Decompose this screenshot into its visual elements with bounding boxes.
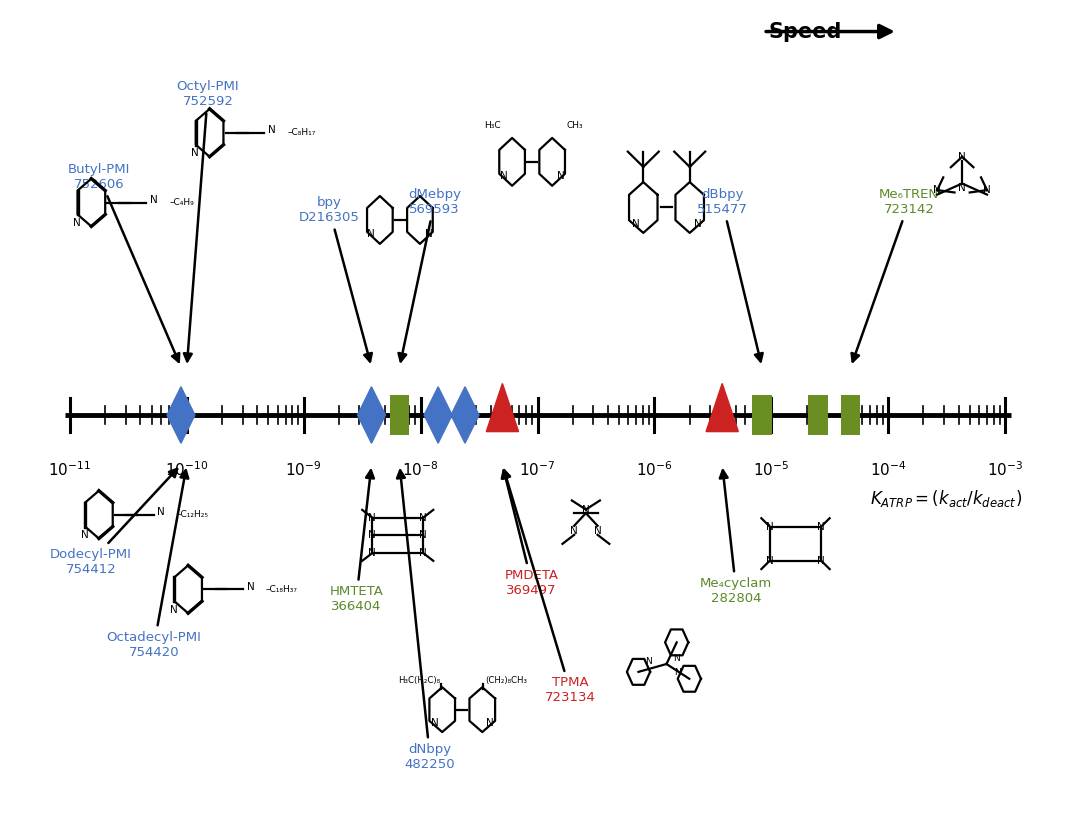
Text: Speed: Speed [769,22,842,42]
Bar [841,395,860,435]
Text: N: N [593,526,601,536]
Polygon shape [425,387,453,443]
Polygon shape [167,387,195,443]
Text: –C₈H₁₇: –C₈H₁₇ [287,129,316,137]
Text: TPMA
723134: TPMA 723134 [502,470,596,705]
Text: PMDETA
369497: PMDETA 369497 [502,471,559,597]
Text: dNbpy
482250: dNbpy 482250 [397,471,455,771]
Text: $10^{-9}$: $10^{-9}$ [286,461,321,480]
Text: N: N [369,513,376,523]
Text: $K_{ATRP} = (k_{act}/k_{deact})$: $K_{ATRP} = (k_{act}/k_{deact})$ [870,487,1022,509]
Text: N: N [246,582,255,592]
Text: N: N [766,522,774,532]
Text: $10^{-3}$: $10^{-3}$ [987,461,1023,480]
Text: H₃C: H₃C [484,121,501,130]
Text: N: N [419,548,427,558]
Text: –C₄H₉: –C₄H₉ [169,198,194,207]
Text: $10^{-10}$: $10^{-10}$ [166,461,209,480]
Text: CH₃: CH₃ [567,121,584,130]
Bar [808,395,828,435]
Text: N: N [419,530,427,540]
Text: $10^{-4}$: $10^{-4}$ [870,461,906,480]
Text: N: N [486,718,495,728]
Text: (CH₂)₈CH₃: (CH₂)₈CH₃ [485,676,527,685]
Text: dMebpy
569593: dMebpy 569593 [399,188,461,361]
Text: N: N [674,668,680,677]
Text: N: N [500,171,507,181]
Text: Me₄cyclam
282804: Me₄cyclam 282804 [700,471,772,605]
Text: N: N [368,229,375,239]
Text: $10^{-8}$: $10^{-8}$ [402,461,439,480]
Text: $10^{-6}$: $10^{-6}$ [636,461,673,480]
Text: N: N [268,125,276,135]
Text: N: N [673,654,679,663]
Text: $10^{-11}$: $10^{-11}$ [48,461,91,480]
Text: N: N [933,185,941,195]
Text: N: N [369,548,376,558]
Text: N: N [582,505,590,515]
Text: N: N [571,526,578,536]
Text: Me₆TREN
723142: Me₆TREN 723142 [851,188,940,362]
Text: bpy
D216305: bpy D216305 [299,196,372,362]
Text: dBbpy
515477: dBbpy 515477 [697,188,762,361]
Text: N: N [81,530,88,540]
Text: Octadecyl-PMI
754420: Octadecyl-PMI 754420 [106,471,201,659]
Polygon shape [486,383,518,432]
Text: N: N [958,183,966,193]
Text: N: N [817,555,825,565]
Text: –C₁₈H₃₇: –C₁₈H₃₇ [266,585,298,593]
Text: Butyl-PMI
752606: Butyl-PMI 752606 [68,163,180,362]
Polygon shape [358,387,386,443]
Text: N: N [73,217,81,228]
Text: N: N [419,513,427,523]
Text: N: N [693,219,701,229]
Bar [752,395,772,435]
Text: Octyl-PMI
752592: Octyl-PMI 752592 [176,80,239,361]
Text: H₃C(H₂C)₈: H₃C(H₂C)₈ [398,676,440,685]
Text: N: N [817,522,825,532]
Text: N: N [369,530,376,540]
Text: N: N [645,657,653,666]
Polygon shape [452,387,479,443]
Text: N: N [984,185,991,195]
Bar [390,395,410,435]
Text: $10^{-7}$: $10^{-7}$ [519,461,556,480]
Text: N: N [958,152,966,162]
Polygon shape [706,383,739,432]
Text: N: N [557,171,564,181]
Text: N: N [766,555,774,565]
Text: $10^{-5}$: $10^{-5}$ [754,461,789,480]
Text: N: N [157,507,166,517]
Text: N: N [425,229,432,239]
Text: N: N [149,195,158,205]
Text: N: N [430,718,439,728]
Text: HMTETA
366404: HMTETA 366404 [329,471,383,613]
Text: N: N [191,148,199,159]
Text: N: N [632,219,640,229]
Text: Dodecyl-PMI
754412: Dodecyl-PMI 754412 [49,469,177,576]
Text: N: N [170,604,177,615]
Text: –C₁₂H₂₅: –C₁₂H₂₅ [176,510,209,519]
